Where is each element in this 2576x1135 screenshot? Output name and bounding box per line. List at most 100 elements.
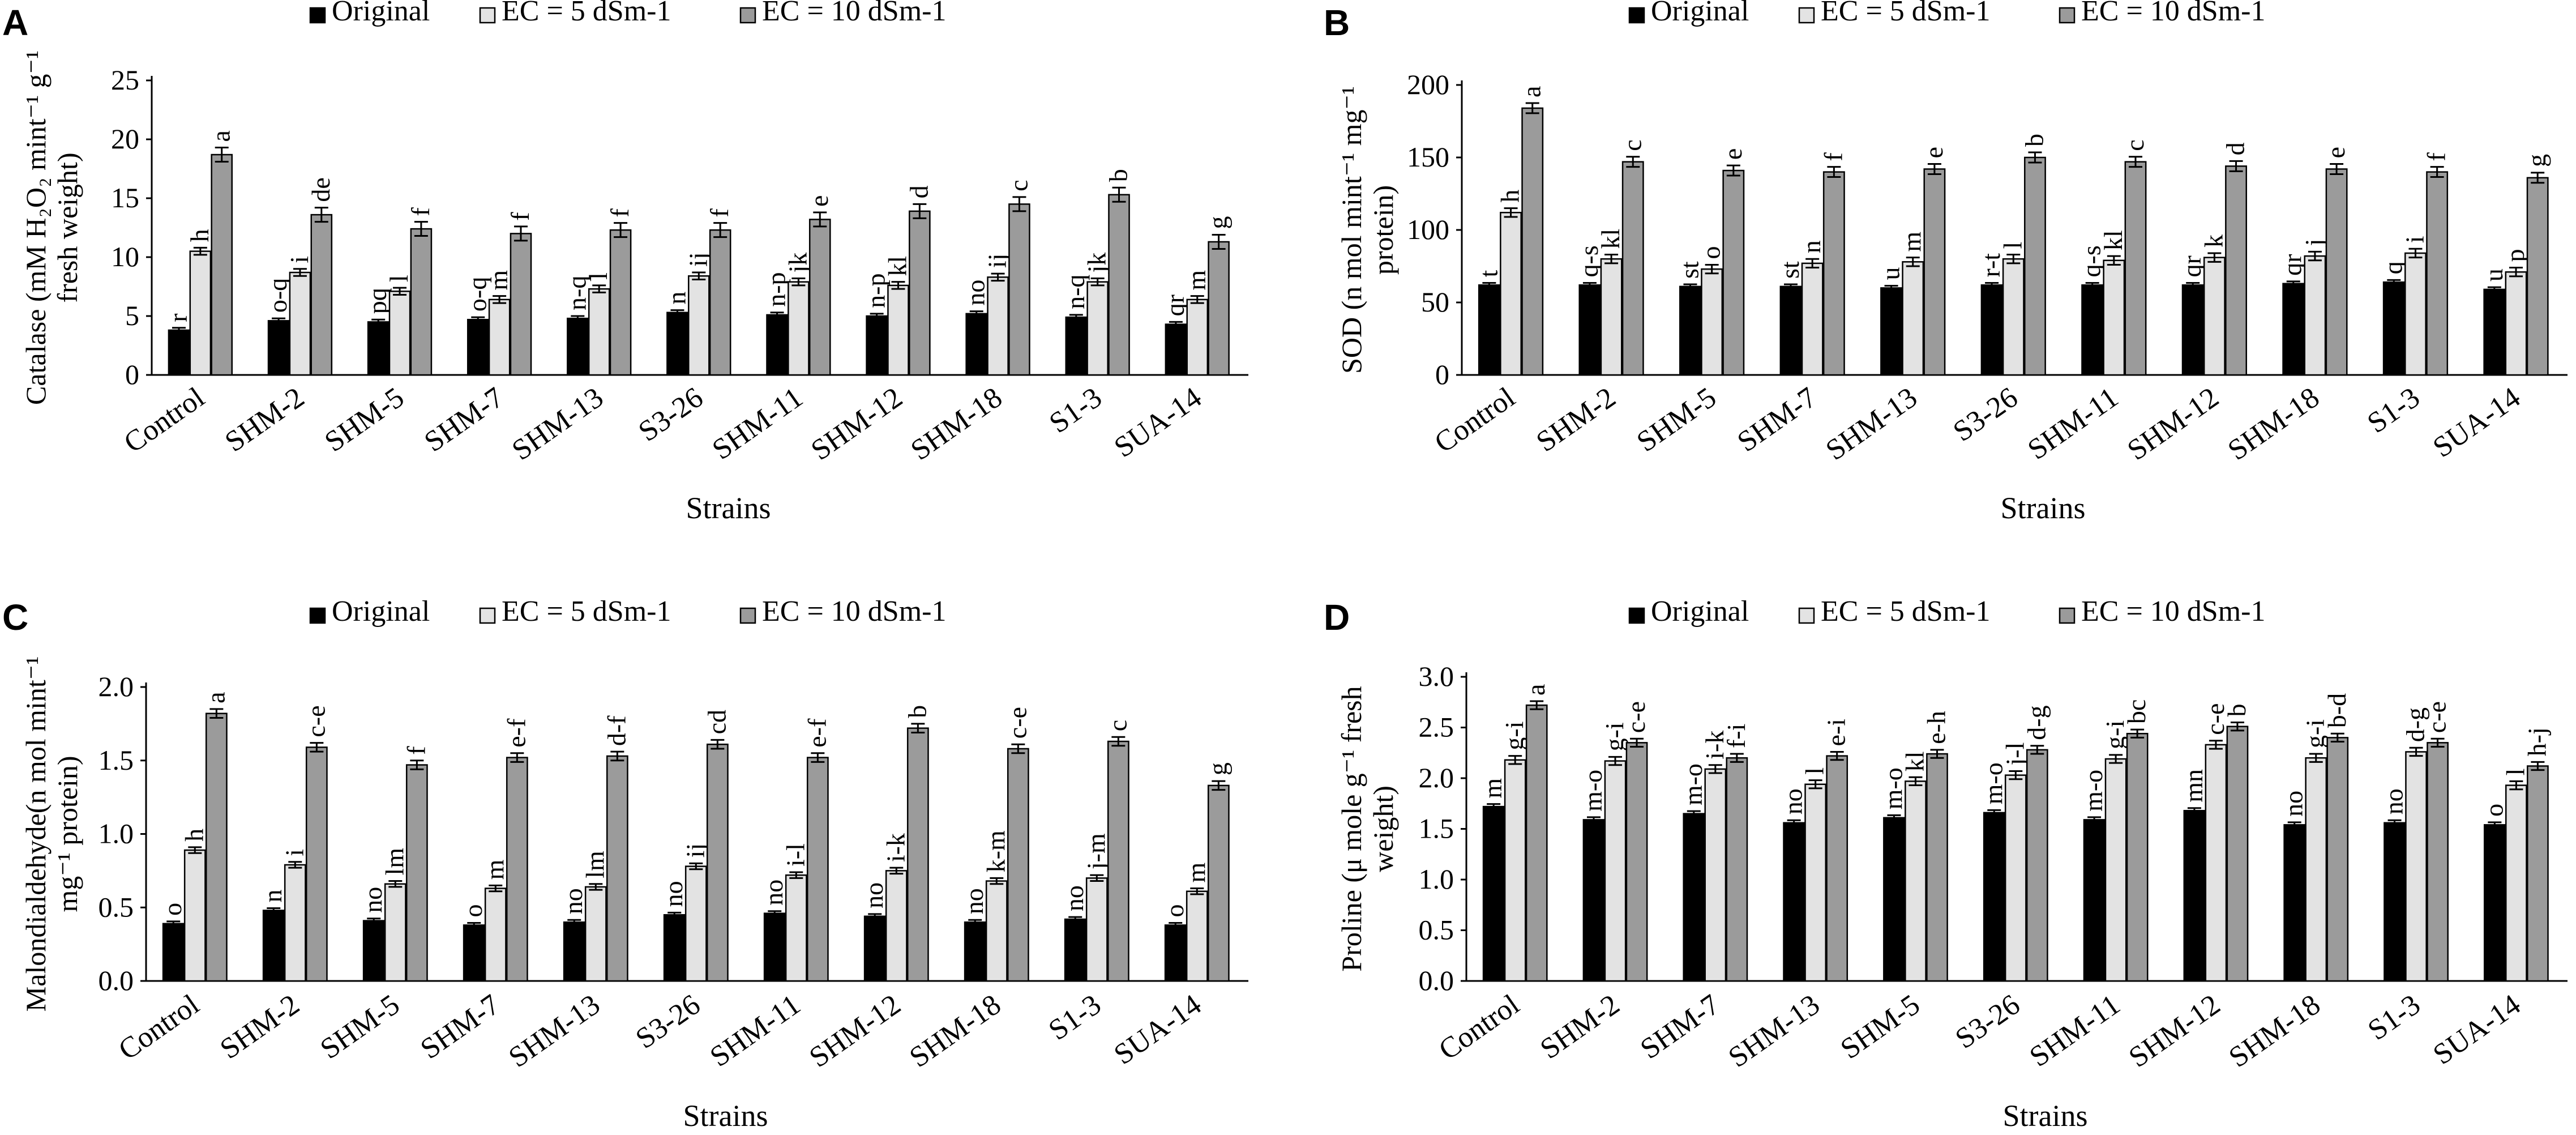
legend: Original EC = 5 dSm-1 EC = 10 dSm-1: [1628, 595, 2265, 628]
significance-label: c-e: [301, 705, 330, 737]
bar-ec10: [211, 153, 233, 376]
x-axis-label: Strains: [686, 491, 771, 525]
bar-original: [2081, 284, 2104, 376]
significance-label: ij: [683, 252, 712, 267]
category-label: SHM-12: [803, 988, 906, 1074]
significance-label: m: [1182, 863, 1210, 883]
bar-ec10: [405, 764, 428, 982]
y-tick-label: 0: [1435, 359, 1449, 390]
bar-ec5: [2305, 757, 2327, 982]
y-tick-label: 25: [111, 64, 139, 96]
bar-ec10: [2527, 765, 2549, 982]
legend-swatch-ec5: [479, 607, 496, 624]
bar-original: [763, 912, 786, 982]
significance-label: a: [201, 692, 230, 703]
significance-label: l: [384, 275, 413, 282]
category-group: no lm d-f: [559, 715, 631, 982]
bar-ec10: [2427, 742, 2449, 982]
y-tick-label: 100: [1407, 214, 1449, 245]
panel-a: A Original EC = 5 dSm-1 EC = 10 dSm-1 0 5 10 15…: [2, 0, 1248, 525]
bar-ec5: [1801, 262, 1824, 376]
category-label: S3-26: [1950, 988, 2026, 1055]
significance-label: kl: [1596, 229, 1625, 249]
bar-ec5: [684, 865, 707, 982]
bar-original: [1064, 918, 1086, 982]
significance-label: o: [1697, 246, 1726, 259]
category-label: SHM-13: [506, 381, 609, 467]
legend-swatch-ec5: [479, 7, 496, 24]
bar-original: [1482, 805, 1505, 982]
bar-ec10: [709, 229, 731, 376]
bar-original: [1783, 822, 1805, 982]
category-group: no lm f: [358, 746, 430, 982]
significance-label: h: [185, 229, 214, 242]
bar-original: [2282, 283, 2305, 376]
bar-ec5: [885, 870, 908, 982]
x-axis-label: Strains: [2000, 491, 2085, 525]
category-group: m-o g-ic-e: [1578, 701, 1650, 982]
bar-ec5: [1500, 212, 1522, 376]
y-axis-label: Catalase (mM H₂O₂ mint⁻¹ g⁻¹fresh weight…: [20, 50, 83, 405]
significance-label: o: [158, 903, 187, 916]
category-group: pq l f: [363, 207, 435, 376]
significance-label: n: [258, 890, 287, 903]
category-label: Control: [1429, 381, 1521, 459]
category-label: SHM-7: [1732, 381, 1823, 458]
significance-label: m-o: [2079, 770, 2108, 812]
bar-original: [964, 921, 986, 982]
bar-ec10: [2225, 165, 2247, 376]
bar-original: [1478, 284, 1500, 376]
category-label: S1-3: [2361, 381, 2425, 440]
bar-ec5: [2104, 758, 2127, 982]
significance-label: st: [1775, 261, 1804, 279]
y-axis-label-line: weight): [1367, 786, 1399, 872]
significance-label: t: [1474, 270, 1503, 277]
bar-ec10: [1621, 161, 1644, 376]
category-label: SHM-12: [2123, 988, 2226, 1074]
significance-label: b: [2019, 134, 2048, 147]
significance-label: j: [2300, 239, 2329, 248]
bar-ec10: [606, 755, 628, 982]
significance-label: d-g: [2022, 705, 2051, 740]
y-axis-label: Malondialdehyde(n mol mint⁻¹mg⁻¹ protein…: [20, 656, 83, 1012]
significance-label: m: [480, 859, 509, 880]
bar-original: [1880, 287, 1903, 376]
panel-b: B Original EC = 5 dSm-1 EC = 10 dSm-1 0 50 100…: [1324, 0, 2568, 525]
bar-ec10: [2226, 726, 2249, 982]
category-label: S3-26: [630, 988, 706, 1055]
significance-label: pq: [363, 288, 392, 314]
bar-original: [1883, 817, 1905, 982]
significance-label: c-e: [1621, 701, 1650, 733]
bar-ec10: [1207, 784, 1230, 982]
significance-label: b: [1104, 169, 1133, 182]
significance-label: i-k: [1700, 731, 1729, 759]
y-tick-label: 1.5: [99, 744, 134, 776]
bar-ec5: [289, 271, 311, 376]
bar-original: [666, 312, 688, 376]
legend-label-ec10: EC = 10 dSm-1: [762, 0, 946, 27]
category-group: o-qm f: [463, 212, 534, 376]
legend: Original EC = 5 dSm-1 EC = 10 dSm-1: [309, 595, 946, 628]
significance-label: n-q: [1061, 275, 1090, 309]
category-label: S3-26: [1948, 381, 2023, 448]
bar-ec10: [510, 233, 532, 376]
significance-label: j-l: [2000, 743, 2029, 767]
bar-ec5: [2404, 252, 2427, 376]
y-axis-label: SOD (n mol mint⁻¹ mg⁻¹protein): [1336, 86, 1399, 374]
bar-ec10: [310, 214, 333, 376]
bar-ec5: [189, 250, 212, 376]
bar-original: [866, 315, 888, 376]
significance-label: no: [859, 882, 888, 908]
bar-ec5: [2304, 255, 2326, 376]
bar-ec10: [906, 727, 929, 982]
significance-label: e-h: [1922, 711, 1950, 744]
significance-label: f: [705, 208, 734, 217]
bar-ec5: [488, 298, 511, 376]
category-label: SHM-11: [707, 381, 808, 466]
significance-label: f-i: [1722, 724, 1751, 748]
significance-label: e-f: [502, 718, 530, 748]
category-group: n i c-e: [258, 705, 330, 982]
significance-label: kl: [1900, 751, 1929, 771]
bar-ec10: [1008, 203, 1030, 376]
